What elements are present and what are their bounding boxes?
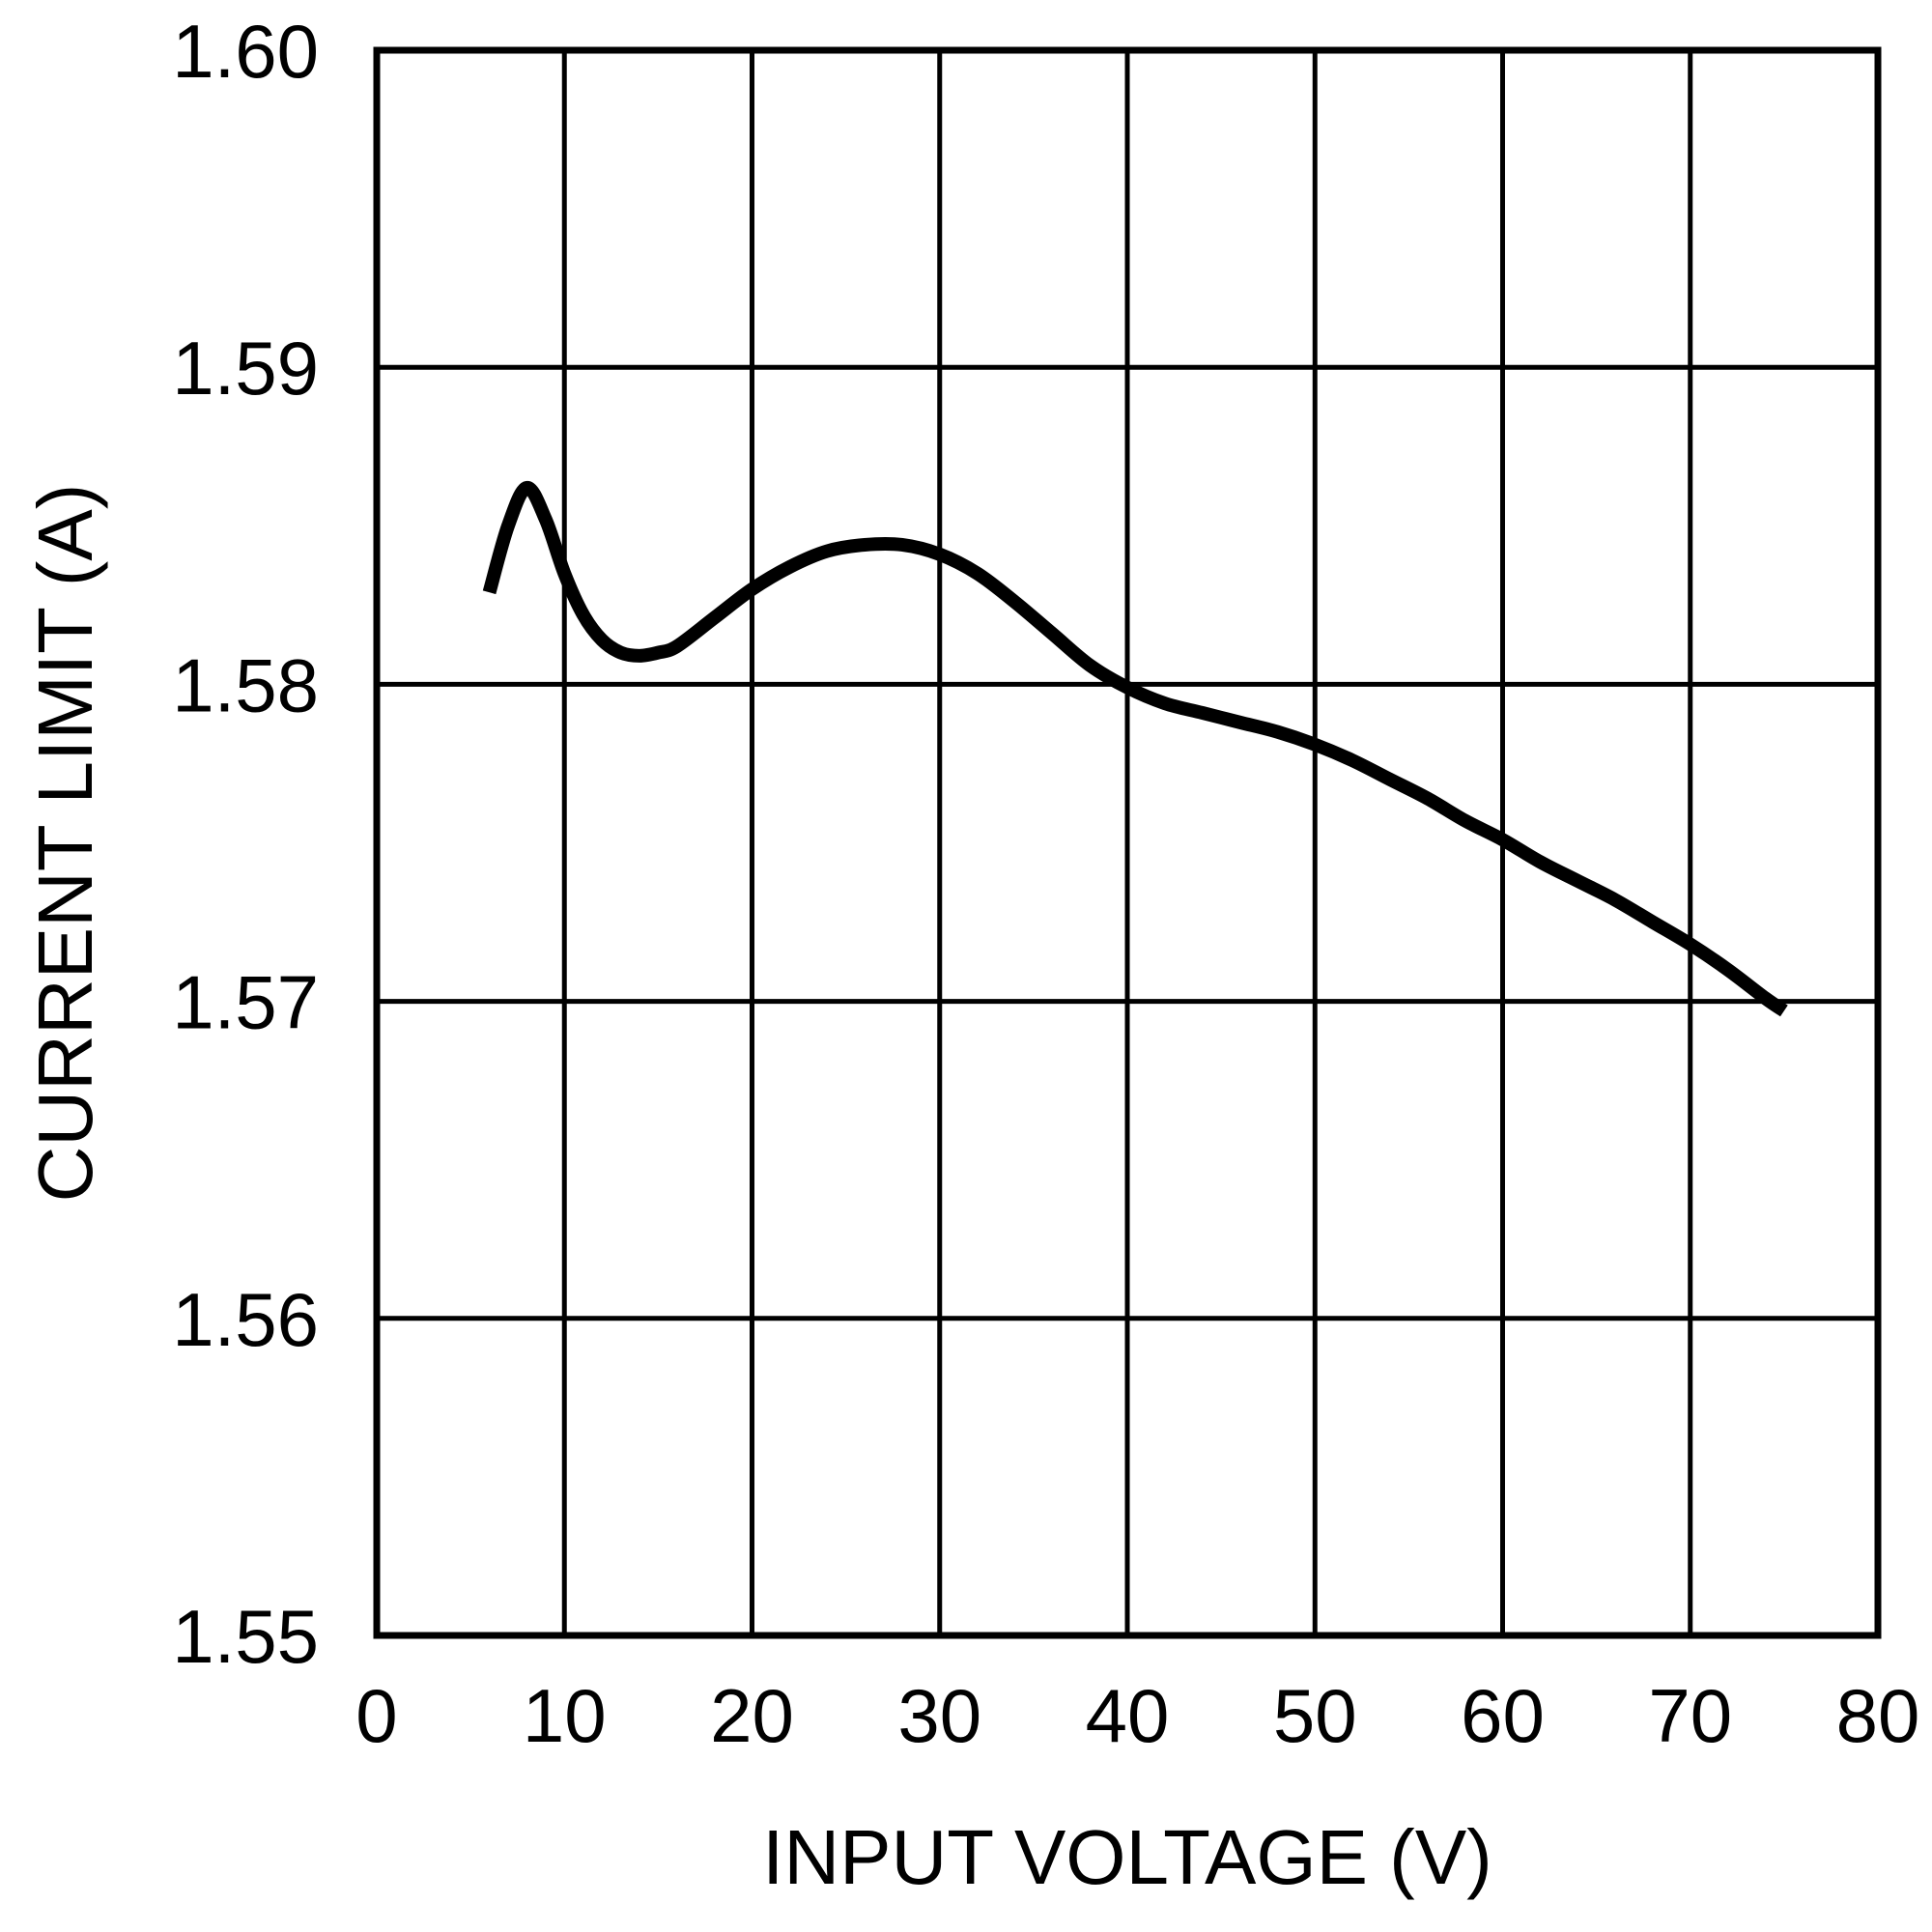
x-tick-label: 0 (355, 1673, 397, 1758)
y-axis-tick-labels: 1.55 1.56 1.57 1.58 1.59 1.60 (172, 9, 319, 1679)
x-axis-title: INPUT VOLTAGE (V) (762, 1814, 1492, 1900)
x-tick-label: 70 (1648, 1673, 1732, 1758)
grid-lines (374, 47, 1881, 1638)
current-limit-curve (482, 480, 1788, 1017)
x-tick-label: 60 (1461, 1673, 1545, 1758)
x-tick-label: 20 (710, 1673, 794, 1758)
x-tick-label: 30 (897, 1673, 981, 1758)
y-tick-label: 1.56 (172, 1277, 319, 1362)
x-tick-label: 80 (1836, 1673, 1920, 1758)
x-tick-label: 50 (1273, 1673, 1357, 1758)
x-tick-label: 40 (1086, 1673, 1170, 1758)
y-tick-label: 1.57 (172, 960, 319, 1045)
y-axis-title: CURRENT LIMIT (A) (22, 484, 108, 1203)
y-tick-label: 1.55 (172, 1594, 319, 1679)
plot-area-frame (373, 46, 1882, 1639)
y-tick-label: 1.59 (172, 326, 319, 411)
y-tick-label: 1.58 (172, 642, 319, 727)
x-tick-label: 10 (523, 1673, 607, 1758)
x-axis-tick-labels: 0 10 20 30 40 50 60 70 80 (355, 1673, 1919, 1758)
y-tick-label: 1.60 (172, 9, 319, 94)
